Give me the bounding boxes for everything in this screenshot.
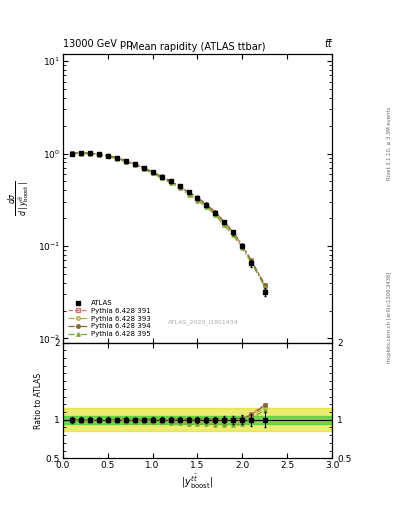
Text: 13000 GeV pp: 13000 GeV pp (63, 38, 132, 49)
Text: Rivet 3.1.10, ≥ 3.3M events: Rivet 3.1.10, ≥ 3.3M events (387, 106, 392, 180)
X-axis label: $|y^{t\bar{t}}_\mathrm{boost}|$: $|y^{t\bar{t}}_\mathrm{boost}|$ (181, 473, 214, 491)
Text: ATLAS_2020_I1801434: ATLAS_2020_I1801434 (167, 319, 238, 325)
Y-axis label: Ratio to ATLAS: Ratio to ATLAS (34, 372, 43, 429)
Title: Mean rapidity (ATLAS ttbar): Mean rapidity (ATLAS ttbar) (130, 41, 265, 52)
Bar (63, 416, 332, 423)
Bar (63, 408, 332, 431)
Text: tt̅: tt̅ (324, 38, 332, 49)
Y-axis label: $\frac{d\sigma}{d\,|\,y^{t\bar{t}}_\mathrm{boost}\,|}$: $\frac{d\sigma}{d\,|\,y^{t\bar{t}}_\math… (6, 180, 32, 216)
Legend: ATLAS, Pythia 6.428 391, Pythia 6.428 393, Pythia 6.428 394, Pythia 6.428 395: ATLAS, Pythia 6.428 391, Pythia 6.428 39… (66, 298, 153, 339)
Text: mcplots.cern.ch [arXiv:1306.3436]: mcplots.cern.ch [arXiv:1306.3436] (387, 272, 392, 363)
